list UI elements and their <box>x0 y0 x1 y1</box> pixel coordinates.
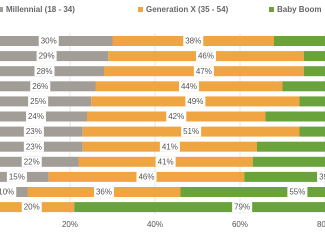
chart: 20% 40% 60% 80% Millennial (18 - 34) Generati… <box>0 5 325 229</box>
bar-segment <box>74 202 325 213</box>
data-label: 47% <box>196 67 212 76</box>
label-bg <box>36 51 57 62</box>
data-label: 23% <box>26 142 42 151</box>
data-label: 46% <box>138 173 154 182</box>
bar-segment <box>299 126 325 137</box>
label-bg <box>159 141 180 152</box>
x-tick-label: 20% <box>62 220 78 229</box>
bar-segment <box>244 171 325 182</box>
label-bg <box>0 187 17 197</box>
data-label: 25% <box>30 97 46 106</box>
x-tick-label: 40% <box>147 220 163 229</box>
data-label: 28% <box>36 67 52 76</box>
legend-swatch <box>0 7 3 12</box>
label-bg <box>136 171 157 182</box>
label-bg <box>30 81 51 92</box>
legend-label: Millennial (18 - 34) <box>6 5 75 14</box>
label-bg <box>196 51 216 62</box>
label-bg <box>181 126 202 137</box>
label-bg <box>317 171 325 182</box>
bar-segment <box>180 187 325 197</box>
label-bg <box>38 36 59 46</box>
bar-segment <box>265 111 325 122</box>
label-bg <box>179 81 199 92</box>
data-label: 29% <box>39 52 55 61</box>
data-label: 24% <box>28 112 44 121</box>
data-label: 39% <box>319 173 325 182</box>
data-label: 15% <box>9 173 25 182</box>
bar-segment <box>299 96 325 107</box>
data-label: 22% <box>24 157 40 166</box>
label-bg <box>155 156 176 167</box>
page: {"chart_data": {"type": "stacked-barh", … <box>0 5 325 230</box>
legend-swatch <box>269 7 274 12</box>
legend-label: Baby Boom <box>277 5 321 14</box>
label-bg <box>21 202 42 213</box>
data-label: 26% <box>32 82 48 91</box>
label-bg <box>94 187 114 197</box>
x-tick-label: 80% <box>317 220 325 229</box>
bar-segment <box>303 51 325 62</box>
bar-segment <box>252 156 325 167</box>
x-tick-label: 60% <box>232 220 248 229</box>
data-label: 46% <box>198 52 214 61</box>
label-bg <box>166 111 187 122</box>
bar-segment <box>282 81 325 92</box>
data-label: 38% <box>185 37 201 46</box>
legend-label: Generation X (35 - 54) <box>146 5 229 14</box>
label-bg <box>34 66 55 77</box>
label-bg <box>26 111 46 122</box>
data-label: 36% <box>96 188 112 197</box>
data-label: 55% <box>289 188 305 197</box>
label-bg <box>23 141 44 152</box>
label-bg <box>21 156 42 167</box>
data-label: 79% <box>234 203 250 212</box>
label-bg <box>287 187 308 197</box>
bar-segment <box>274 36 325 46</box>
data-label: 44% <box>181 82 197 91</box>
data-label: 30% <box>41 37 57 46</box>
data-label: 49% <box>187 97 203 106</box>
data-label: 20% <box>24 203 40 212</box>
label-bg <box>6 171 27 182</box>
label-bg <box>193 66 214 77</box>
data-label: 42% <box>168 112 184 121</box>
label-bg <box>185 96 206 107</box>
label-bg <box>28 96 49 107</box>
data-label: 41% <box>158 157 174 166</box>
data-label: 41% <box>162 142 178 151</box>
data-label: 10% <box>0 188 14 197</box>
data-label: 23% <box>26 127 42 136</box>
label-bg <box>183 36 204 46</box>
data-label: 51% <box>183 127 199 136</box>
bar-segment <box>257 141 325 152</box>
label-bg <box>23 126 44 137</box>
legend-swatch <box>138 7 143 12</box>
label-bg <box>232 202 253 213</box>
bar-segment <box>303 66 325 77</box>
